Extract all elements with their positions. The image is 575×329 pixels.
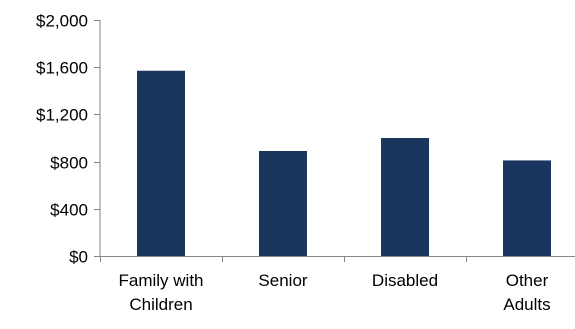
y-tick-label: $1,600 bbox=[36, 59, 88, 78]
x-tick-label: Other Adults bbox=[503, 271, 550, 314]
x-axis: Family with Children Senior Disabled Other Ad… bbox=[100, 256, 575, 314]
bars bbox=[137, 70, 551, 257]
bar bbox=[503, 160, 551, 256]
bar bbox=[381, 138, 429, 256]
x-tick-label: Senior bbox=[258, 271, 307, 290]
x-tick-label: Disabled bbox=[372, 271, 438, 290]
y-tick-label: $400 bbox=[50, 201, 88, 220]
y-tick-label: $1,200 bbox=[36, 106, 88, 125]
bar bbox=[137, 70, 185, 257]
y-axis: $0 $400 $800 $1,200 $1,600 $2,000 bbox=[36, 12, 101, 267]
x-tick-label: Family with Children bbox=[118, 271, 203, 314]
y-tick-label: $800 bbox=[50, 154, 88, 173]
bar bbox=[259, 150, 307, 256]
y-tick-label: $0 bbox=[69, 248, 88, 267]
y-tick-label: $2,000 bbox=[36, 12, 88, 31]
